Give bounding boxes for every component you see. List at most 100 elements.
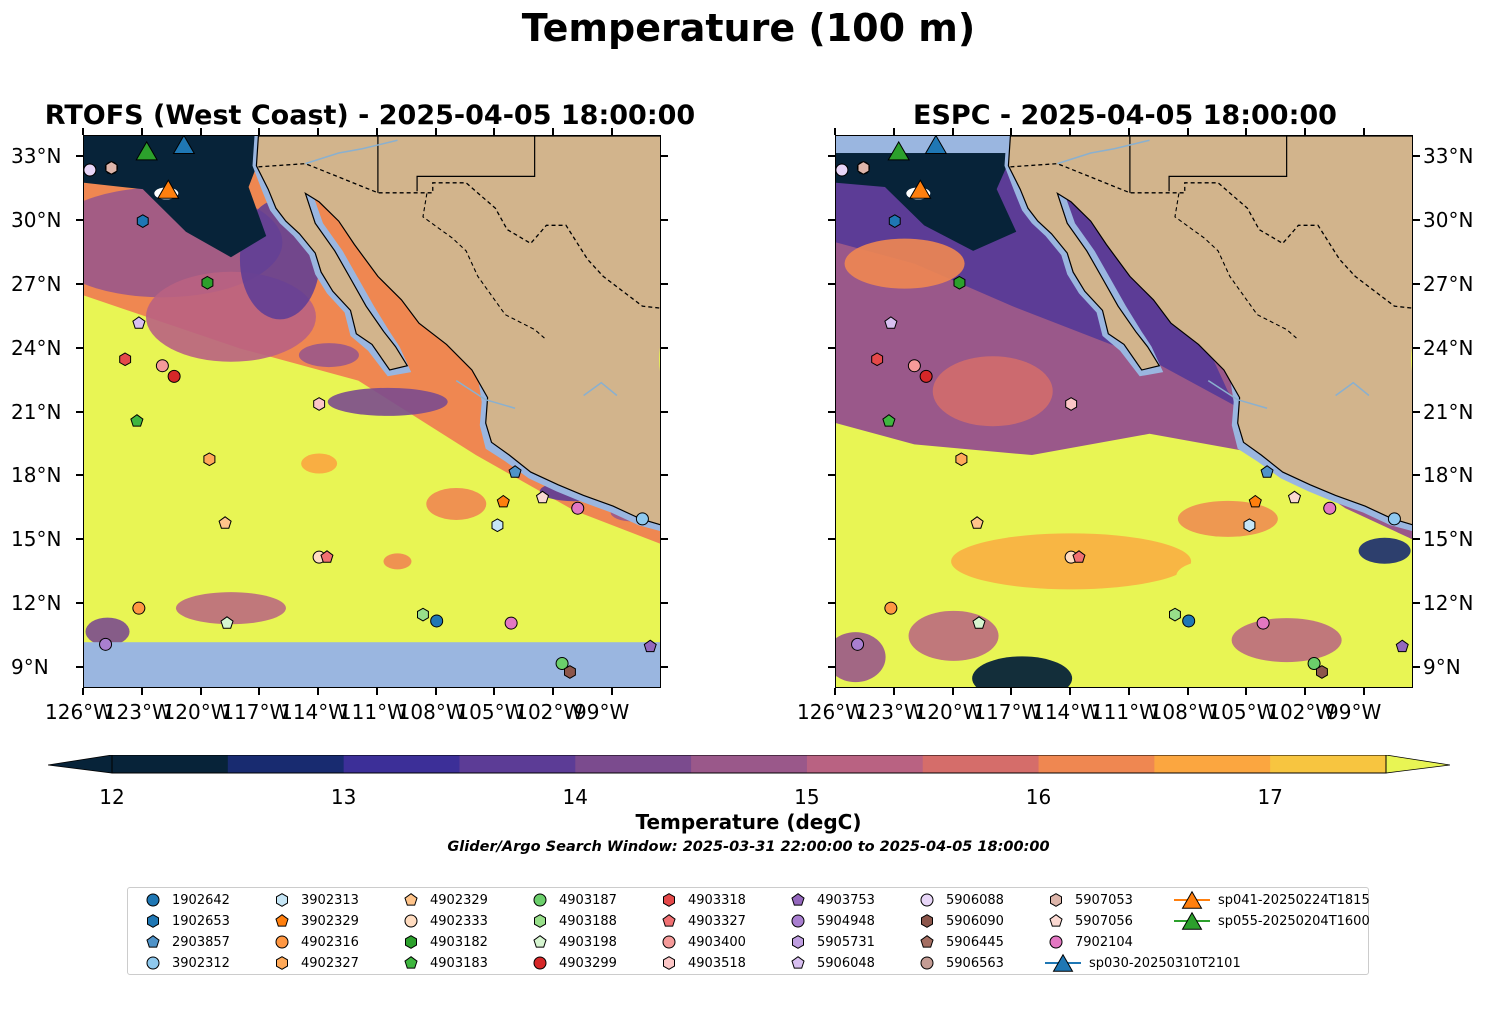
colorbar-tick-label: 14 (562, 785, 588, 809)
lat-tick-label: 30°N (11, 208, 62, 233)
legend-marker-symbol (663, 893, 675, 907)
legend-entry: sp041-20250224T1815 (1172, 890, 1370, 910)
legend-marker-symbol (791, 956, 805, 969)
legend-marker (276, 956, 288, 970)
float-marker-5904948 (851, 637, 865, 651)
lon-tick-mark (493, 688, 496, 695)
lat-tick-mark (661, 410, 668, 413)
legend-label: 5907053 (1075, 892, 1133, 908)
legend-marker-symbol (533, 893, 547, 907)
float-marker-5907056 (535, 490, 550, 504)
legend-entry: 5906090 (914, 911, 1004, 931)
legend-entry: 4903753 (785, 890, 875, 910)
legend-marker-symbol (662, 935, 676, 949)
legend-marker (662, 935, 676, 949)
legend-entry: 4902333 (398, 911, 488, 931)
legend-marker-symbol (533, 956, 547, 970)
float-marker-1902642 (430, 614, 444, 628)
lat-tick-mark (828, 282, 835, 285)
float-marker-4903183 (130, 414, 144, 427)
float-marker-4903327 (320, 550, 334, 563)
legend-label: 7902104 (1075, 934, 1133, 950)
legend-label: 5906445 (946, 934, 1004, 950)
float-marker-5907056 (1287, 490, 1302, 504)
lon-tick-mark (1245, 128, 1248, 135)
lon-tick-label: 102°W (515, 700, 584, 724)
colorbar-segment (806, 755, 924, 773)
lat-tick-mark (828, 538, 835, 541)
lat-tick-mark (661, 538, 668, 541)
lon-tick-mark (199, 688, 202, 695)
float-marker-3902329 (496, 494, 510, 508)
float-marker-4903518 (1065, 397, 1078, 411)
lat-tick-label: 18°N (1423, 463, 1474, 488)
lon-tick-label: 111°W (1090, 700, 1159, 724)
float-marker-4903753 (643, 639, 657, 653)
legend-label: 4903183 (430, 955, 488, 971)
lat-tick-label: 12°N (11, 590, 62, 615)
espc-map-canvas (836, 136, 1412, 687)
float-marker-4903183 (882, 414, 896, 427)
lat-tick-label: 15°N (1423, 527, 1474, 552)
lon-tick-mark (552, 688, 555, 695)
legend-entry: 4903198 (527, 932, 617, 952)
legend-label: 5906088 (946, 892, 1004, 908)
legend-entry: 5904948 (785, 911, 875, 931)
lon-tick-mark (434, 128, 437, 135)
legend-marker-symbol (662, 914, 676, 927)
legend-entry: 4903188 (527, 911, 617, 931)
lon-tick-mark (1245, 688, 1248, 695)
lat-tick-label: 21°N (11, 399, 62, 424)
float-marker-4903187 (555, 656, 569, 670)
glider-marker-sp030-20250310T2101 (172, 136, 196, 154)
lat-tick-label: 18°N (11, 463, 62, 488)
legend-label: 4902316 (301, 934, 359, 950)
lat-tick-mark (828, 219, 835, 222)
legend-entry: 3902312 (140, 953, 230, 973)
rtofs-map-panel[interactable] (83, 135, 661, 688)
float-marker-2903857 (1260, 465, 1274, 478)
lon-tick-mark (1304, 128, 1307, 135)
colorbar-over-triangle (1385, 754, 1451, 774)
lat-tick-label: 9°N (11, 654, 49, 679)
legend-label: sp041-20250224T1815 (1218, 892, 1370, 908)
lat-tick-mark (828, 665, 835, 668)
lat-tick-mark (661, 155, 668, 158)
legend-entry: 4902316 (269, 932, 359, 952)
float-marker-1902653 (888, 214, 901, 228)
legend-entry: 4903518 (656, 953, 746, 973)
float-marker-4902316 (132, 601, 146, 615)
lon-tick-label: 120°W (162, 700, 231, 724)
float-marker-3902313 (491, 518, 504, 533)
lon-tick-label: 120°W (914, 700, 983, 724)
float-marker-4902329 (970, 516, 984, 529)
lat-tick-label: 21°N (1423, 399, 1474, 424)
lon-tick-mark (1304, 688, 1307, 695)
lat-tick-mark (76, 155, 83, 158)
left-map-title: RTOFS (West Coast) - 2025-04-05 18:00:00 (44, 100, 696, 131)
lat-tick-label: 24°N (11, 335, 62, 360)
lon-tick-label: 114°W (1032, 700, 1101, 724)
legend-marker-symbol (276, 956, 288, 970)
lat-tick-mark (1413, 346, 1420, 349)
legend-entry: 3902313 (269, 890, 359, 910)
lat-tick-mark (76, 219, 83, 222)
colorbar-tick-label: 12 (99, 785, 125, 809)
legend-marker-symbol (791, 914, 805, 928)
lat-tick-mark (661, 601, 668, 604)
lat-tick-label: 12°N (1423, 590, 1474, 615)
legend-marker-symbol (404, 956, 418, 969)
legend-label: 1902653 (172, 913, 230, 929)
espc-map-panel[interactable] (835, 135, 1413, 688)
legend-marker (663, 893, 675, 907)
float-marker-4903299 (919, 369, 933, 383)
legend-marker-symbol (792, 935, 804, 949)
glider-marker-sp055-20250204T1600 (135, 140, 158, 161)
glider-marker-sp055-20250204T1600 (887, 140, 910, 161)
legend-marker-symbol (405, 935, 417, 949)
legend-label: 4903188 (559, 913, 617, 929)
float-marker-7902104 (571, 501, 585, 515)
lat-tick-mark (1413, 219, 1420, 222)
legend-marker (147, 914, 159, 928)
legend-marker-symbol (791, 893, 805, 906)
